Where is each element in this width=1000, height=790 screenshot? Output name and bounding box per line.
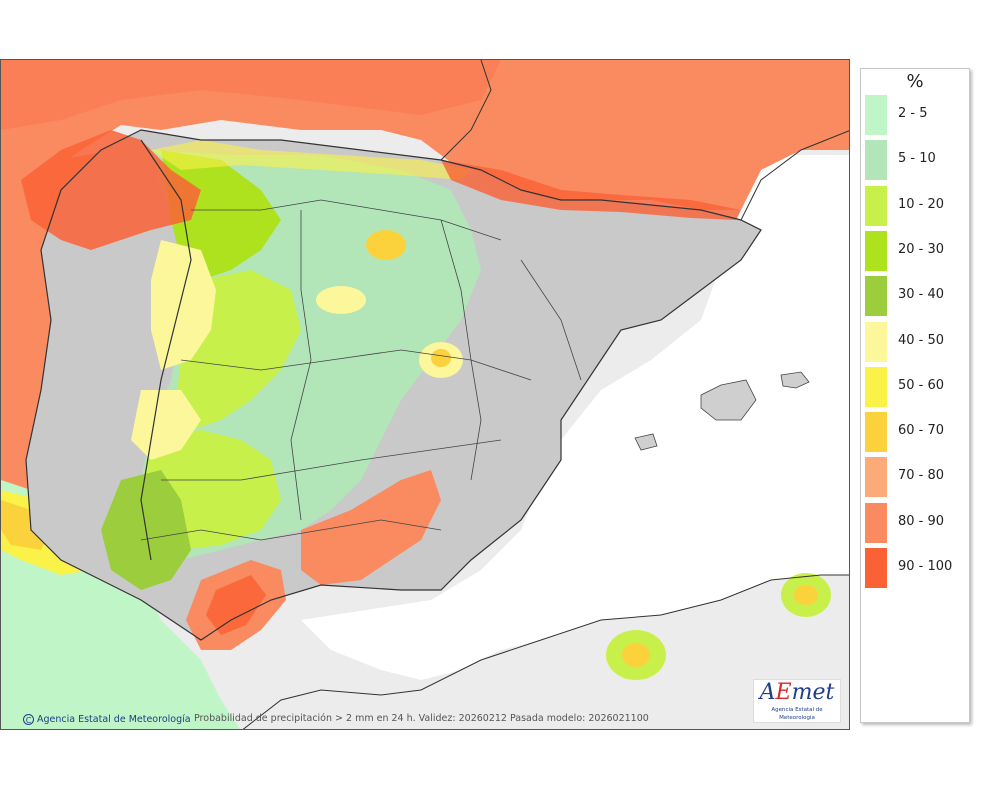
forecast-map: C Agencia Estatal de Meteorología Probab… (0, 59, 850, 730)
map-caption: Probabilidad de precipitación > 2 mm en … (194, 713, 649, 724)
logo-subtitle: Agencia Estatal de Meteorología (771, 707, 823, 721)
africa-spot-1-core (622, 643, 650, 667)
legend-item: 50 - 60 (861, 366, 969, 409)
legend-swatch (865, 276, 887, 317)
africa-coastline (242, 574, 849, 729)
legend-label: 2 - 5 (898, 106, 928, 121)
region-border-2 (180, 349, 532, 381)
legend-swatch (865, 457, 887, 498)
region-border-1 (191, 199, 502, 241)
legend-item: 90 - 100 (861, 548, 969, 590)
legend-swatch (865, 95, 887, 135)
legend-label: 60 - 70 (898, 423, 945, 439)
legend-swatch (865, 548, 887, 588)
legend-swatch (865, 502, 887, 543)
agency-name: Agencia Estatal de Meteorología (37, 714, 191, 725)
murcia-red (301, 470, 441, 585)
portugal-border (140, 139, 192, 561)
copyright-icon: C (23, 714, 34, 725)
legend-swatch (865, 230, 887, 271)
malaga-core (206, 575, 266, 635)
spot-3 (316, 286, 366, 314)
legend-label: 90 - 100 (898, 559, 953, 574)
legend-item: 80 - 90 (861, 502, 969, 545)
legend-swatch (865, 140, 887, 181)
legend-label: 10 - 20 (898, 196, 945, 212)
cantabrian-yellow (151, 140, 471, 180)
legend-label: 5 - 10 (898, 151, 936, 167)
west-yellow (151, 240, 216, 370)
legend-item: 2 - 5 (861, 95, 969, 137)
france-border-east (740, 130, 849, 221)
coastline (25, 129, 762, 641)
map-canvas (1, 60, 849, 729)
legend-label: 40 - 50 (898, 332, 945, 348)
aemet-logo: AEmet Agencia Estatal de Meteorología (753, 679, 841, 723)
legend-item: 60 - 70 (861, 412, 969, 454)
legend-title: % (906, 71, 924, 92)
pyrenees-red (441, 160, 741, 220)
legend-swatch (865, 366, 887, 407)
region-border-3 (161, 439, 502, 481)
spot-2-core (431, 349, 451, 367)
africa-landmass (243, 575, 849, 729)
africa-spot-2-core (794, 585, 818, 605)
legend-item: 5 - 10 (861, 140, 969, 182)
west-yellow-2 (131, 390, 201, 460)
legend-item: 40 - 50 (861, 321, 969, 364)
legend-label: 80 - 90 (898, 513, 945, 529)
north-sea-band (1, 60, 849, 220)
menorca (780, 371, 810, 389)
ibiza (634, 433, 658, 451)
legend-item: 30 - 40 (861, 276, 969, 318)
logo-wordmark: AEmet (759, 680, 835, 705)
legend-swatch (865, 185, 887, 226)
legend-item: 20 - 30 (861, 230, 969, 273)
legend-item: 70 - 80 (861, 457, 969, 499)
france-border-west (440, 60, 492, 161)
north-sea-core (1, 60, 501, 130)
mediterranean-sea (301, 155, 849, 680)
legend-swatch (865, 412, 887, 453)
spot-1 (366, 230, 406, 260)
region-border-7 (140, 519, 442, 541)
galicia-red (21, 130, 201, 250)
legend-item: 10 - 20 (861, 185, 969, 228)
region-border-5 (440, 219, 482, 481)
mallorca (700, 379, 757, 421)
region-border-6 (520, 259, 582, 381)
probability-legend: % 2 - 5 5 - 10 10 - 20 20 - 30 30 - 40 40 - 5… (860, 68, 970, 723)
legend-label: 20 - 30 (898, 241, 945, 257)
legend-swatch (865, 321, 887, 362)
legend-label: 30 - 40 (898, 287, 945, 303)
region-border-4 (290, 210, 312, 521)
legend-label: 70 - 80 (898, 468, 945, 484)
copyright-credit: C Agencia Estatal de Meteorología (23, 714, 191, 725)
legend-label: 50 - 60 (898, 377, 945, 393)
